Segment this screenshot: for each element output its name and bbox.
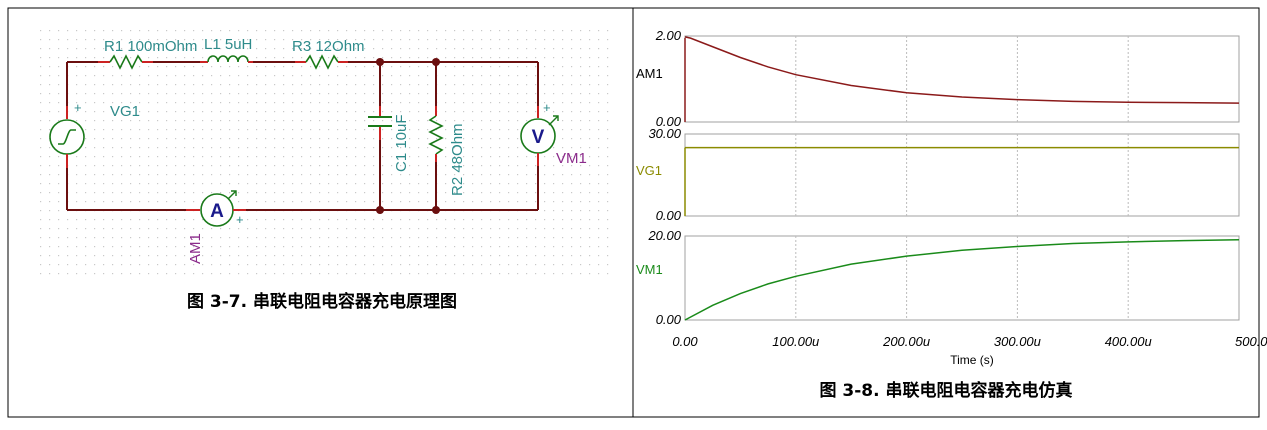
ammeter-symbol: A bbox=[210, 201, 224, 222]
y-tick-label: 0.00 bbox=[656, 208, 682, 223]
resistor-r1[interactable] bbox=[98, 54, 153, 70]
vm1-plus: + bbox=[543, 100, 551, 115]
series-label-am1: AM1 bbox=[636, 66, 663, 81]
simulation-panel-frame bbox=[632, 7, 1260, 418]
series-label-vg1: VG1 bbox=[636, 163, 662, 178]
plot-frame bbox=[684, 235, 1240, 321]
voltmeter-vm1[interactable] bbox=[520, 106, 559, 166]
r2-label: R2 48Ohm bbox=[449, 123, 466, 196]
schematic-caption: 图 3-7. 串联电阻电容器充电原理图 bbox=[187, 291, 457, 312]
y-tick-label: 2.00 bbox=[655, 28, 682, 43]
am1-plus: + bbox=[236, 212, 244, 227]
inductor-l1[interactable] bbox=[200, 55, 253, 63]
x-tick-label: 300.00u bbox=[994, 334, 1041, 349]
x-axis-label: Time (s) bbox=[950, 353, 994, 367]
simulation-caption: 图 3-8. 串联电阻电容器充电仿真 bbox=[819, 380, 1072, 401]
capacitor-c1[interactable] bbox=[368, 106, 392, 140]
series-line-am1 bbox=[684, 36, 1240, 104]
x-tick-label: 400.00u bbox=[1105, 334, 1152, 349]
x-tick-label: 0.00 bbox=[672, 334, 698, 349]
r3-label: R3 12Ohm bbox=[292, 38, 365, 55]
x-tick-label: 100.00u bbox=[772, 334, 819, 349]
y-tick-label: 0.00 bbox=[656, 312, 682, 327]
series-label-vm1: VM1 bbox=[636, 262, 663, 277]
circuit-wires bbox=[66, 61, 539, 211]
vm1-label: VM1 bbox=[556, 150, 587, 167]
voltage-source-vg1[interactable] bbox=[49, 106, 85, 168]
x-tick-label: 500.0 bbox=[1235, 334, 1267, 349]
y-tick-label: 30.00 bbox=[648, 126, 681, 141]
junction-dots bbox=[376, 58, 440, 214]
resistor-r3[interactable] bbox=[295, 54, 348, 70]
x-tick-label: 200.00u bbox=[882, 334, 930, 349]
l1-label: L1 5uH bbox=[204, 36, 252, 53]
plot-frame bbox=[684, 133, 1240, 217]
ammeter-am1[interactable] bbox=[186, 190, 246, 227]
am1-label: AM1 bbox=[187, 233, 204, 264]
vg1-label: VG1 bbox=[110, 103, 140, 120]
plot-frame bbox=[684, 35, 1240, 123]
voltmeter-symbol: V bbox=[532, 127, 545, 148]
y-tick-label: 0.00 bbox=[656, 114, 682, 129]
y-tick-label: 20.00 bbox=[647, 228, 681, 243]
schematic-dot-grid bbox=[40, 30, 609, 275]
resistor-r2[interactable] bbox=[428, 106, 444, 162]
schematic-panel-frame bbox=[7, 7, 634, 418]
vg1-plus: + bbox=[74, 100, 82, 115]
c1-label: C1 10uF bbox=[393, 114, 410, 172]
series-line-vm1 bbox=[684, 239, 1240, 321]
r1-label: R1 100mOhm bbox=[104, 38, 197, 55]
